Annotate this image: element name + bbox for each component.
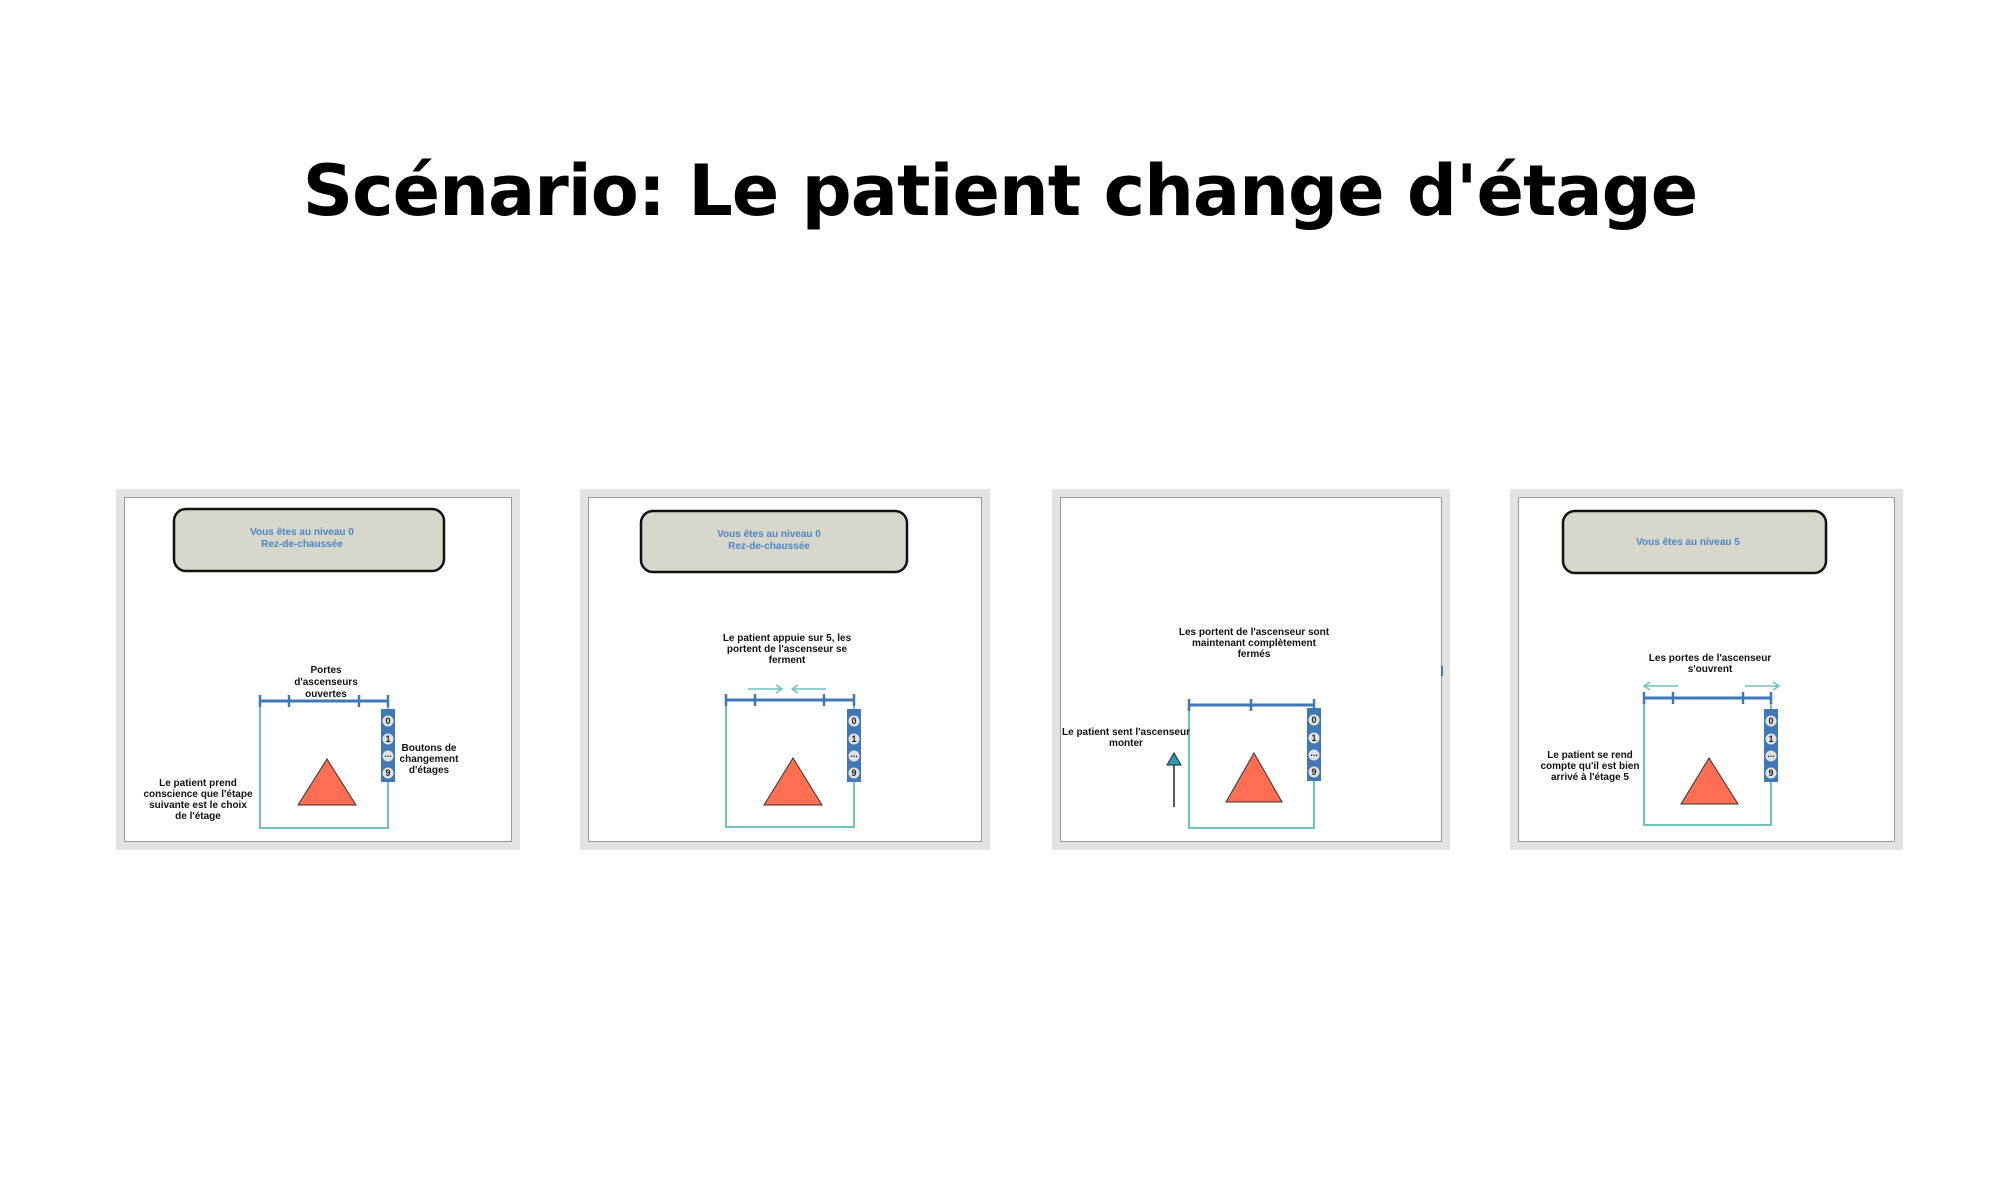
buttons-label-line-1: Boutons de	[402, 743, 457, 754]
floor-buttons: 0 1 ... 9	[847, 709, 861, 782]
caption-line-2: maintenant complètement	[1192, 638, 1317, 649]
storyboard-panel-2: Vous êtes au niveau 0 Rez-de-chaussée Le…	[580, 489, 990, 850]
banner-line-2: Rez-de-chaussée	[261, 539, 343, 550]
svg-text:...: ...	[1767, 749, 1775, 759]
caption-line-1: Les portent de l'ascenseur sont	[1179, 627, 1330, 638]
caption-line-3: ferment	[769, 655, 806, 666]
patient-label-line-2: monter	[1109, 738, 1143, 749]
patient-label-line-3: arrivé à l'étage 5	[1551, 772, 1629, 783]
svg-text:1: 1	[1768, 734, 1773, 744]
panel-1-diagram: Vous êtes au niveau 0 Rez-de-chaussée Po…	[143, 507, 460, 829]
svg-text:...: ...	[1310, 748, 1318, 758]
svg-text:0: 0	[385, 716, 390, 726]
svg-text:1: 1	[1311, 733, 1316, 743]
floor-buttons: 0 1 ... 9	[1307, 708, 1321, 781]
panel-2-diagram: Vous êtes au niveau 0 Rez-de-chaussée Le…	[639, 509, 909, 828]
panel-4-diagram: Vous êtes au niveau 5 Les portes de l'as…	[1540, 509, 1828, 826]
svg-text:0: 0	[851, 716, 856, 726]
caption-line-1: Les portes de l'ascenseur	[1649, 653, 1772, 664]
banner-line-1: Vous êtes au niveau 5	[1636, 537, 1740, 548]
patient-triangle	[1680, 757, 1739, 805]
buttons-label-line-3: d'étages	[409, 765, 450, 776]
svg-text:9: 9	[851, 768, 856, 778]
svg-text:0: 0	[1311, 715, 1316, 725]
floor-buttons: 0 1 ... 9	[1764, 709, 1778, 782]
svg-text:1: 1	[385, 734, 390, 744]
patient-label-line-1: Le patient sent l'ascenseur	[1062, 727, 1190, 738]
door-label-line-3: ouvertes	[305, 689, 347, 700]
svg-text:...: ...	[850, 749, 858, 759]
caption-line-2: s'ouvrent	[1688, 664, 1733, 675]
patient-triangle	[297, 758, 357, 806]
level-banner	[1561, 509, 1828, 575]
opening-arrows	[1642, 681, 1781, 691]
patient-label-line-4: de l'étage	[175, 811, 221, 822]
patient-label-line-2: conscience que l'étape	[143, 789, 253, 800]
storyboard-panel-1: Vous êtes au niveau 0 Rez-de-chaussée Po…	[116, 489, 520, 850]
storyboard-panel-4: Vous êtes au niveau 5 Les portes de l'as…	[1510, 489, 1903, 850]
closing-arrows	[748, 684, 826, 694]
caption-line-1: Le patient appuie sur 5, les	[723, 633, 852, 644]
text-cursor-mark	[1441, 666, 1443, 676]
caption-line-3: fermés	[1238, 649, 1271, 660]
banner-line-1: Vous êtes au niveau 0	[717, 529, 821, 540]
svg-text:...: ...	[384, 749, 392, 759]
floor-buttons: 0 1 ... 9	[381, 709, 395, 782]
panel-3-diagram: Les portent de l'ascenseur sont maintena…	[1062, 627, 1330, 829]
patient-label-line-1: Le patient prend	[159, 778, 237, 789]
door-label-line-2: d'ascenseurs	[294, 677, 358, 688]
patient-label-line-1: Le patient se rend	[1547, 750, 1633, 761]
banner-line-1: Vous êtes au niveau 0	[250, 527, 354, 538]
door-label-line-1: Portes	[310, 665, 342, 676]
page-title: Scénario: Le patient change d'étage	[302, 150, 1698, 232]
banner-line-2: Rez-de-chaussée	[728, 541, 810, 552]
up-arrow-icon	[1166, 752, 1182, 766]
level-banner	[639, 509, 909, 574]
level-banner	[172, 507, 446, 573]
buttons-label-line-2: changement	[400, 754, 460, 765]
patient-triangle	[763, 757, 823, 806]
storyboard-panel-3: Les portent de l'ascenseur sont maintena…	[1052, 489, 1450, 850]
svg-text:9: 9	[1311, 767, 1316, 777]
svg-text:9: 9	[385, 768, 390, 778]
svg-text:1: 1	[851, 734, 856, 744]
patient-label-line-2: compte qu'il est bien	[1540, 761, 1639, 772]
svg-text:9: 9	[1768, 768, 1773, 778]
patient-label-line-3: suivante est le choix	[149, 800, 247, 811]
svg-text:0: 0	[1768, 716, 1773, 726]
patient-triangle	[1225, 751, 1283, 803]
caption-line-2: portent de l'ascenseur se	[727, 644, 848, 655]
